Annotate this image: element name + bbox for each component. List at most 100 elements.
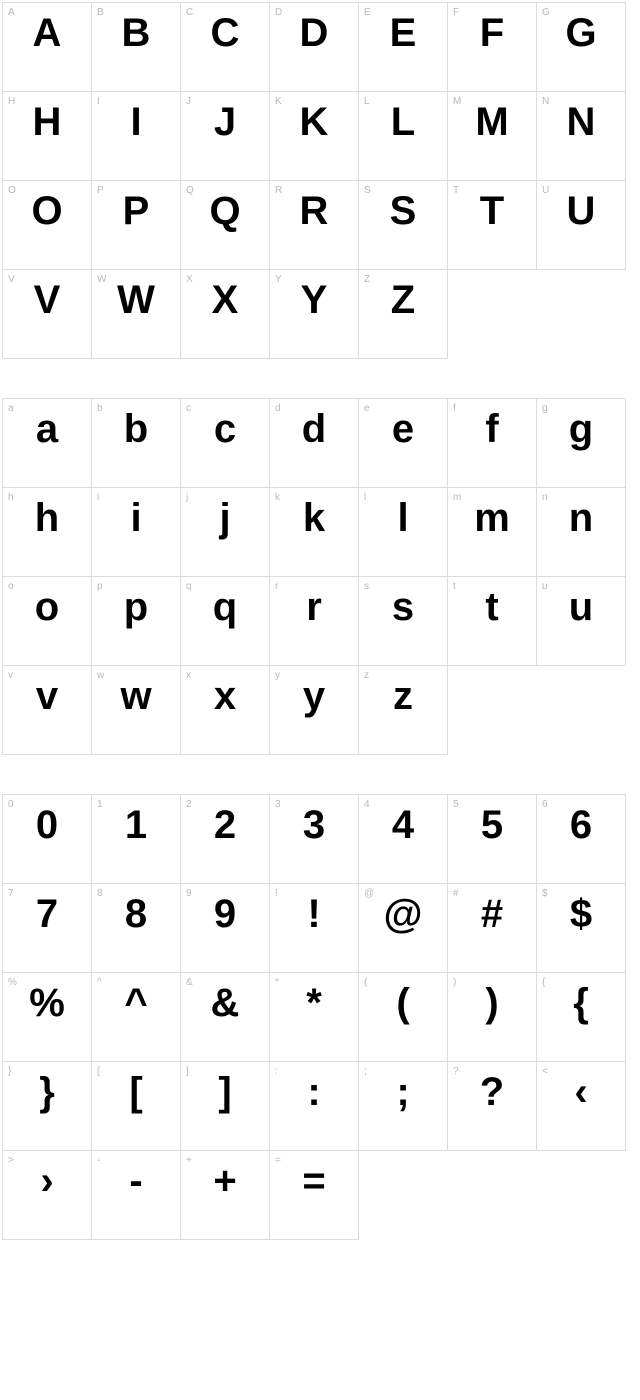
glyph-cell: ff [447, 398, 537, 488]
glyph-display: c [181, 409, 269, 449]
glyph-display: ^ [92, 983, 180, 1023]
glyph-cell: ;; [358, 1061, 448, 1151]
glyph-display: J [181, 102, 269, 142]
glyph-cell: 44 [358, 794, 448, 884]
glyph-cell: 99 [180, 883, 270, 973]
glyph-section-numbers-symbols: 00112233445566778899!!@@##$$%%^^&&**(())… [2, 794, 632, 1239]
glyph-display: I [92, 102, 180, 142]
glyph-cell: 88 [91, 883, 181, 973]
glyph-display: l [359, 498, 447, 538]
glyph-display: 0 [3, 805, 91, 845]
glyph-cell: ^^ [91, 972, 181, 1062]
glyph-cell: 00 [2, 794, 92, 884]
glyph-display: ‹ [537, 1072, 625, 1112]
glyph-cell: II [91, 91, 181, 181]
glyph-cell: ** [269, 972, 359, 1062]
glyph-cell: TT [447, 180, 537, 270]
glyph-cell: SS [358, 180, 448, 270]
glyph-display: k [270, 498, 358, 538]
glyph-display: t [448, 587, 536, 627]
glyph-cell: aa [2, 398, 92, 488]
glyph-display: u [537, 587, 625, 627]
glyph-display: 3 [270, 805, 358, 845]
glyph-cell: xx [180, 665, 270, 755]
glyph-display: ) [448, 983, 536, 1023]
glyph-display: P [92, 191, 180, 231]
glyph-cell: HH [2, 91, 92, 181]
glyph-display: ! [270, 894, 358, 934]
glyph-display: V [3, 280, 91, 320]
glyph-cell: ee [358, 398, 448, 488]
glyph-display: j [181, 498, 269, 538]
glyph-display: H [3, 102, 91, 142]
glyph-cell: @@ [358, 883, 448, 973]
glyph-display: X [181, 280, 269, 320]
glyph-cell: 66 [536, 794, 626, 884]
glyph-display: w [92, 676, 180, 716]
glyph-display: U [537, 191, 625, 231]
glyph-cell: UU [536, 180, 626, 270]
glyph-cell: YY [269, 269, 359, 359]
glyph-display: @ [359, 894, 447, 934]
glyph-display: C [181, 13, 269, 53]
glyph-cell: NN [536, 91, 626, 181]
glyph-cell: 11 [91, 794, 181, 884]
glyph-display: 5 [448, 805, 536, 845]
glyph-cell: 77 [2, 883, 92, 973]
glyph-cell: )) [447, 972, 537, 1062]
glyph-cell: qq [180, 576, 270, 666]
glyph-display: : [270, 1072, 358, 1112]
glyph-cell: gg [536, 398, 626, 488]
glyph-display: 1 [92, 805, 180, 845]
glyph-cell: rr [269, 576, 359, 666]
glyph-cell: bb [91, 398, 181, 488]
glyph-cell: (( [358, 972, 448, 1062]
glyph-display: g [537, 409, 625, 449]
glyph-display: Q [181, 191, 269, 231]
glyph-display: N [537, 102, 625, 142]
glyph-cell: ]] [180, 1061, 270, 1151]
glyph-cell: WW [91, 269, 181, 359]
glyph-cell: VV [2, 269, 92, 359]
glyph-display: T [448, 191, 536, 231]
glyph-cell: 22 [180, 794, 270, 884]
glyph-display: A [3, 13, 91, 53]
glyph-cell: !! [269, 883, 359, 973]
glyph-display: [ [92, 1072, 180, 1112]
glyph-cell: AA [2, 2, 92, 92]
glyph-display: f [448, 409, 536, 449]
glyph-cell: yy [269, 665, 359, 755]
glyph-cell: ?? [447, 1061, 537, 1151]
glyph-cell: mm [447, 487, 537, 577]
glyph-cell: zz [358, 665, 448, 755]
glyph-display: Y [270, 280, 358, 320]
glyph-cell: tt [447, 576, 537, 666]
glyph-display: D [270, 13, 358, 53]
glyph-cell: ZZ [358, 269, 448, 359]
glyph-cell: ll [358, 487, 448, 577]
glyph-cell: DD [269, 2, 359, 92]
glyph-cell: -- [91, 1150, 181, 1240]
glyph-cell: PP [91, 180, 181, 270]
glyph-display: L [359, 102, 447, 142]
glyph-display: s [359, 587, 447, 627]
glyph-display: ] [181, 1072, 269, 1112]
glyph-cell: vv [2, 665, 92, 755]
glyph-cell: 55 [447, 794, 537, 884]
glyph-display: - [92, 1161, 180, 1201]
glyph-display: K [270, 102, 358, 142]
glyph-display: p [92, 587, 180, 627]
glyph-display: M [448, 102, 536, 142]
glyph-display: % [3, 983, 91, 1023]
glyph-cell: QQ [180, 180, 270, 270]
glyph-cell: pp [91, 576, 181, 666]
glyph-cell: uu [536, 576, 626, 666]
glyph-cell: <‹ [536, 1061, 626, 1151]
glyph-display: v [3, 676, 91, 716]
glyph-section-lowercase: aabbccddeeffgghhiijjkkllmmnnooppqqrrsstt… [2, 398, 632, 754]
glyph-display: O [3, 191, 91, 231]
glyph-cell: RR [269, 180, 359, 270]
glyph-cell: hh [2, 487, 92, 577]
glyph-display: B [92, 13, 180, 53]
glyph-display: d [270, 409, 358, 449]
